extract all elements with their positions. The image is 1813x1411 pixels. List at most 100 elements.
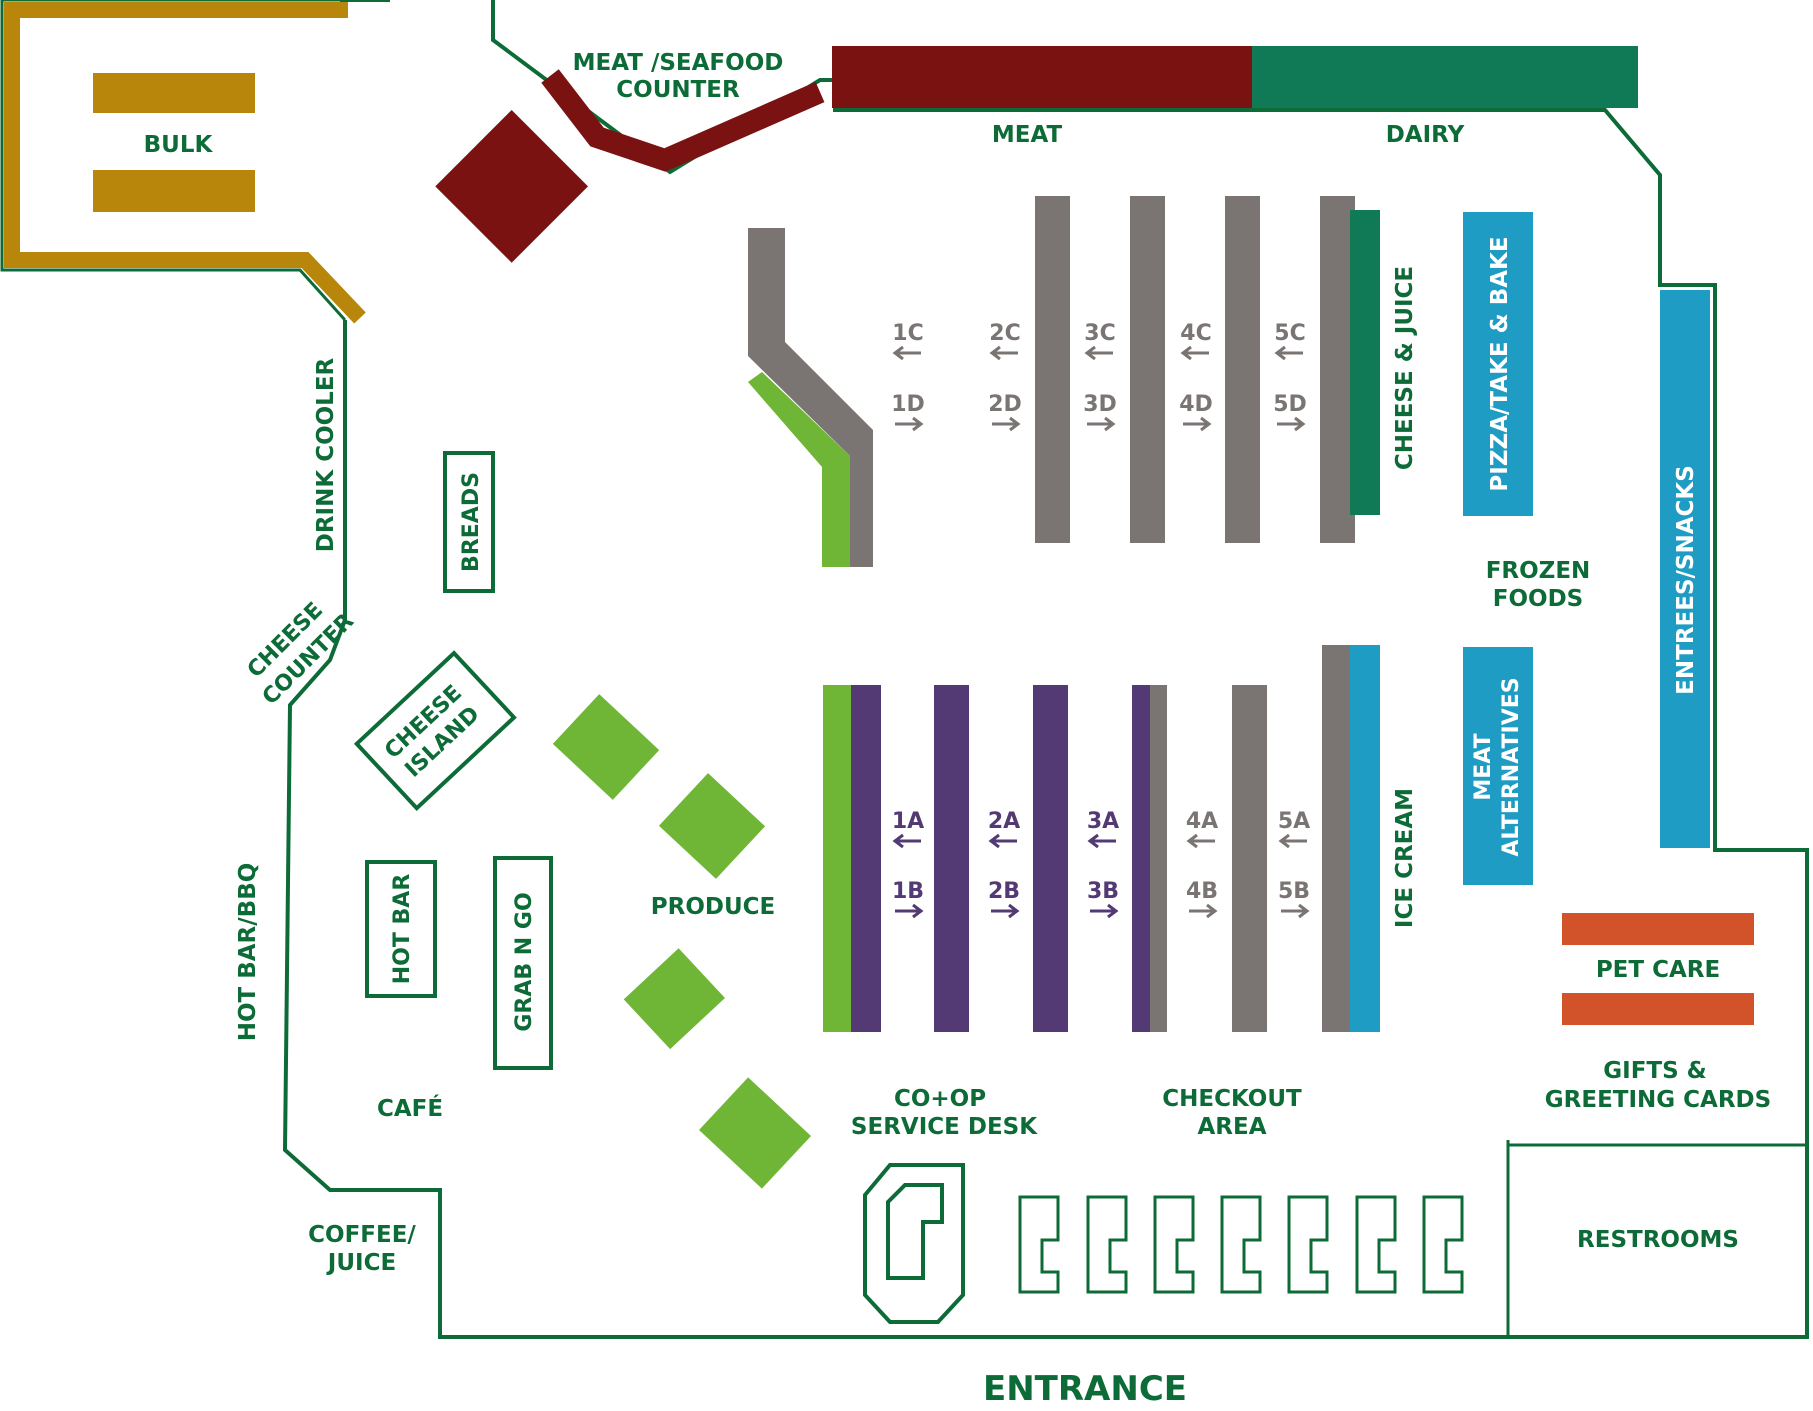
meat-seafood-counter xyxy=(541,69,825,172)
bulk-wall-outline xyxy=(0,0,352,322)
arrow-right-icon xyxy=(895,416,924,432)
frozen-foods-label-2: FOODS xyxy=(1493,586,1583,612)
checkout-label-1: CHECKOUT xyxy=(1162,1086,1302,1112)
arrow-right-icon xyxy=(1281,903,1310,919)
checkout-counter xyxy=(1422,1195,1464,1294)
arrow-left-icon xyxy=(989,345,1018,361)
aisle-label: 1A xyxy=(892,809,924,834)
grab-n-go-label: GRAB N GO xyxy=(512,892,537,1031)
arrow-left-icon xyxy=(1278,833,1307,849)
arrow-right-icon xyxy=(1090,903,1119,919)
meat-label: MEAT xyxy=(992,122,1063,148)
aisle-label: 5A xyxy=(1278,809,1310,834)
bulk-shelf xyxy=(93,170,255,212)
produce-table xyxy=(552,694,660,800)
pizza-label: PIZZA/TAKE & BAKE xyxy=(1487,236,1513,491)
checkout-counter xyxy=(1018,1195,1060,1294)
arrow-right-icon xyxy=(1183,416,1212,432)
arrow-right-icon xyxy=(1189,903,1218,919)
aisle-label: 2C xyxy=(989,321,1020,346)
store-outline xyxy=(282,0,1809,1339)
bulk-label: BULK xyxy=(144,132,214,158)
entrance-label: ENTRANCE xyxy=(983,1369,1187,1409)
bulk-wall xyxy=(4,2,366,324)
entrees-snacks-label: ENTREES/SNACKS xyxy=(1673,465,1699,695)
arrow-left-icon xyxy=(1084,345,1113,361)
aisle-shelf xyxy=(1322,645,1350,1032)
meat-seafood-block xyxy=(435,109,589,263)
arrow-right-icon xyxy=(1087,416,1116,432)
aisle-label: 2A xyxy=(988,809,1020,834)
dairy-case xyxy=(1252,46,1638,108)
meat-alternatives-label-2: ALTERNATIVES xyxy=(1499,677,1524,856)
aisle-label: 3D xyxy=(1083,392,1117,417)
meat-alternatives-label-1: MEAT xyxy=(1471,733,1496,800)
checkout-counter xyxy=(1355,1195,1397,1294)
meat-alternatives-case xyxy=(1463,647,1533,885)
aisle-shelf xyxy=(1232,685,1267,1032)
produce-label: PRODUCE xyxy=(651,894,775,920)
upper-aisles: 1C 1D 2C 2D 3C 3D 4C 4D 5C 5D xyxy=(891,196,1355,543)
aisle-shelf xyxy=(851,685,881,1032)
checkout-counter xyxy=(1086,1195,1128,1294)
aisle-shelf xyxy=(1320,208,1350,515)
restrooms-label: RESTROOMS xyxy=(1577,1227,1739,1253)
arrow-right-icon xyxy=(992,416,1021,432)
aisle-label: 4A xyxy=(1186,809,1218,834)
cheese-island xyxy=(353,650,517,812)
arrow-left-icon xyxy=(988,833,1017,849)
aisle-label: 1D xyxy=(891,392,925,417)
ice-cream-label: ICE CREAM xyxy=(1392,788,1418,928)
arrow-left-icon xyxy=(1180,345,1209,361)
aisle-label: 5D xyxy=(1273,392,1307,417)
meat-seafood-label-1: MEAT /SEAFOOD xyxy=(573,50,784,76)
aisle-shelf xyxy=(934,685,969,1032)
aisle-label: 1B xyxy=(892,879,924,904)
aisle-label: 2B xyxy=(988,879,1020,904)
aisle-label: 5C xyxy=(1274,321,1305,346)
drink-cooler-label: DRINK COOLER xyxy=(313,357,339,552)
coffee-juice-label-2: JUICE xyxy=(326,1250,396,1276)
aisle-shelf xyxy=(1132,685,1150,1032)
aisle-label: 4B xyxy=(1186,879,1218,904)
hot-bar-fixture xyxy=(365,860,437,998)
arrow-right-icon xyxy=(991,903,1020,919)
breads-fixture xyxy=(443,451,495,593)
aisle-shelf xyxy=(1033,685,1068,1032)
aisle-1-gray-bent xyxy=(748,228,873,567)
arrow-right-icon xyxy=(1277,416,1306,432)
grab-n-go-fixture xyxy=(493,856,553,1070)
aisle-1-green-bent xyxy=(748,372,850,567)
aisle-label: 3A xyxy=(1087,809,1119,834)
aisle-shelf xyxy=(1225,196,1260,543)
arrow-left-icon xyxy=(892,833,921,849)
aisle-label: 4D xyxy=(1179,392,1213,417)
cheese-juice-case xyxy=(1350,210,1380,515)
cafe-label: CAFÉ xyxy=(377,1094,443,1122)
aisle-label: 3B xyxy=(1087,879,1119,904)
pet-care-label: PET CARE xyxy=(1596,957,1720,983)
aisle-label: 1C xyxy=(892,321,923,346)
arrow-left-icon xyxy=(1186,833,1215,849)
produce-table xyxy=(623,948,725,1050)
service-desk xyxy=(863,1163,965,1324)
arrow-right-icon xyxy=(895,903,924,919)
aisle-label: 4C xyxy=(1180,321,1211,346)
service-desk-label-1: CO+OP xyxy=(894,1086,986,1112)
arrow-left-icon xyxy=(892,345,921,361)
aisle-shelf xyxy=(1035,196,1070,543)
checkout-counter xyxy=(1287,1195,1329,1294)
coffee-juice-label-1: COFFEE/ xyxy=(308,1222,416,1248)
entrees-snacks-case xyxy=(1660,290,1710,848)
aisle-shelf xyxy=(1150,685,1167,1032)
lower-aisles: 1A 1B 2A 2B 3A 3B 4A 4B 5A 5B xyxy=(851,645,1350,1032)
gifts-label-1: GIFTS & xyxy=(1603,1058,1706,1084)
aisle-label: 2D xyxy=(988,392,1022,417)
service-desk-label-2: SERVICE DESK xyxy=(851,1114,1038,1140)
produce-table xyxy=(698,1077,812,1189)
bulk-shelf xyxy=(93,73,255,113)
cheese-juice-label: CHEESE & JUICE xyxy=(1392,266,1418,470)
arrow-left-icon xyxy=(1274,345,1303,361)
frozen-foods-label-1: FROZEN xyxy=(1486,558,1591,584)
